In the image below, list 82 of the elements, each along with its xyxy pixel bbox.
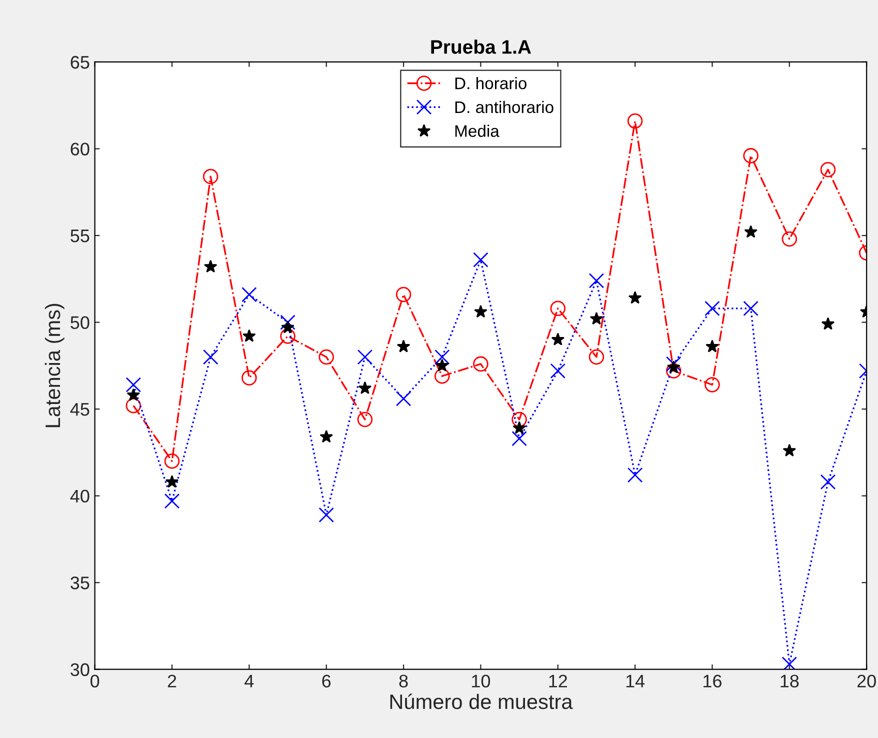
point <box>820 474 836 490</box>
point <box>434 368 450 384</box>
y-tick-label: 60 <box>70 142 90 156</box>
point <box>627 467 643 483</box>
point <box>588 349 604 365</box>
point <box>164 453 180 469</box>
x-tick-label: 16 <box>704 674 722 688</box>
point <box>357 412 373 428</box>
point <box>588 273 604 288</box>
point <box>782 231 798 247</box>
chart-title: Prueba 1.A <box>431 40 531 54</box>
point <box>202 168 218 184</box>
point <box>396 391 412 406</box>
point <box>820 162 836 178</box>
y-axis-title: Latencia (ms) <box>44 304 64 428</box>
point <box>318 507 334 523</box>
x-tick-label: 2 <box>168 674 176 688</box>
point <box>512 430 527 446</box>
x-tick-label: 0 <box>90 674 100 688</box>
point <box>202 349 218 365</box>
point <box>550 300 566 316</box>
y-tick-label: 55 <box>70 230 90 242</box>
point <box>242 329 256 342</box>
point <box>666 363 682 379</box>
point <box>821 317 835 330</box>
y-tick-label: 65 <box>70 56 90 69</box>
legend-label: Media <box>455 124 500 137</box>
point <box>357 349 373 365</box>
x-tick-label: 18 <box>780 674 799 688</box>
point <box>666 356 682 372</box>
point <box>512 421 526 434</box>
point <box>704 377 720 392</box>
point <box>126 377 142 392</box>
y-tick-label: 40 <box>70 490 90 503</box>
point <box>435 358 449 372</box>
point <box>242 370 257 386</box>
point <box>782 444 796 456</box>
point <box>126 388 140 401</box>
point <box>706 340 719 352</box>
point <box>667 360 680 374</box>
point <box>627 113 643 129</box>
point <box>396 286 412 302</box>
legend-label: D. antihorario <box>455 100 554 114</box>
x-tick-label: 4 <box>244 674 254 688</box>
point <box>590 312 604 325</box>
point <box>320 430 333 443</box>
x-tick-label: 12 <box>549 674 568 688</box>
x-tick-label: 10 <box>472 674 490 688</box>
point <box>358 381 372 394</box>
point <box>550 363 566 379</box>
point <box>743 300 758 316</box>
point <box>318 349 334 365</box>
point <box>281 320 294 334</box>
x-tick-label: 14 <box>626 674 645 688</box>
y-tick-label: 45 <box>70 403 90 416</box>
point <box>704 300 720 316</box>
point <box>473 356 488 372</box>
point <box>126 398 142 414</box>
point <box>551 332 565 346</box>
legend-label: D. horario <box>455 76 526 90</box>
point <box>164 493 180 509</box>
x-tick-label: 8 <box>399 674 408 688</box>
point <box>396 340 410 352</box>
point <box>280 328 296 344</box>
point <box>165 475 179 488</box>
point <box>242 286 257 302</box>
x-tick-label: 6 <box>322 674 331 688</box>
point <box>280 314 296 330</box>
x-tick-label: 20 <box>857 674 876 688</box>
point <box>474 304 488 318</box>
point <box>512 412 527 428</box>
y-tick-label: 30 <box>70 663 90 676</box>
point <box>782 656 798 670</box>
point <box>434 349 450 365</box>
x-axis-title: Número de muestra <box>390 694 573 710</box>
point <box>743 148 758 164</box>
point <box>473 252 488 268</box>
point <box>628 291 642 304</box>
y-tick-label: 50 <box>70 316 90 330</box>
point <box>204 260 218 273</box>
point <box>744 225 758 238</box>
y-tick-label: 35 <box>70 576 90 590</box>
